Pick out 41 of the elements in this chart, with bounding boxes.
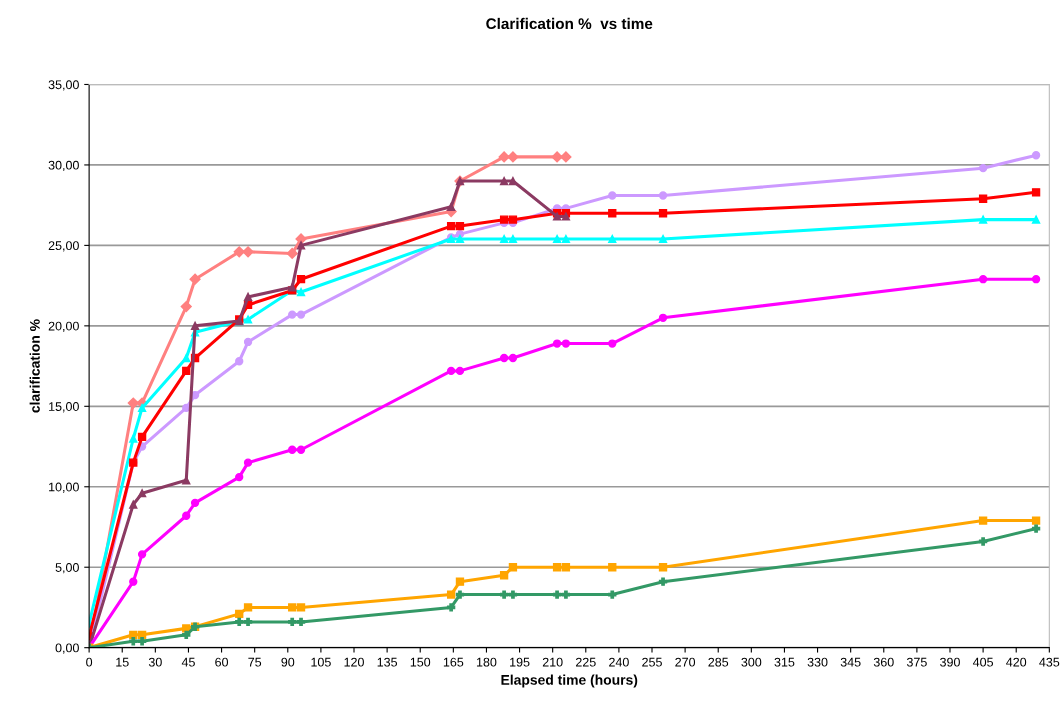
x-tick-label: 90: [281, 657, 295, 667]
x-tick-label: 135: [377, 657, 398, 667]
x-tick-label: 105: [311, 657, 331, 667]
y-tick-label: 25,00: [48, 241, 79, 252]
y-tick-label: 0,00: [55, 643, 79, 654]
x-tick-label: 165: [443, 657, 464, 667]
x-tick-label: 240: [609, 657, 629, 667]
x-tick-label: 180: [476, 657, 497, 667]
x-tick-label: 255: [642, 657, 662, 667]
x-tick-label: 375: [906, 657, 927, 667]
x-tick-label: 150: [410, 657, 431, 667]
x-tick-label: 420: [1006, 657, 1027, 667]
y-tick-label: 10,00: [49, 482, 79, 493]
x-tick-label: 390: [940, 657, 960, 667]
x-tick-label: 225: [575, 657, 596, 667]
x-tick-label: 30: [148, 657, 162, 667]
x-tick-label: 360: [873, 657, 894, 667]
y-tick-label: 30,00: [48, 160, 79, 172]
x-tick-label: 0: [86, 657, 93, 667]
x-tick-label: 45: [181, 657, 195, 667]
chart-title: Clarification % vs time: [486, 17, 653, 30]
x-tick-label: 315: [774, 657, 795, 667]
x-tick-label: 120: [344, 657, 364, 667]
x-tick-label: 345: [840, 657, 861, 667]
x-tick-label: 15: [116, 657, 129, 667]
x-tick-label: 75: [248, 657, 262, 667]
x-tick-label: 405: [972, 657, 994, 667]
y-tick-label: 15,00: [49, 402, 79, 413]
x-tick-label: 195: [510, 657, 530, 667]
x-tick-label: 435: [1039, 657, 1060, 667]
x-tick-label: 210: [542, 657, 563, 667]
x-tick-label: 285: [708, 657, 729, 667]
x-axis-title: Elapsed time (hours): [501, 674, 638, 688]
x-tick-label: 300: [741, 657, 762, 667]
y-tick-label: 35,00: [48, 80, 79, 91]
y-tick-label: 5,00: [55, 563, 79, 574]
x-tick-label: 330: [807, 657, 828, 667]
y-tick-label: 20,00: [48, 321, 79, 332]
y-axis-title: clarification %: [29, 319, 40, 413]
x-tick-label: 270: [675, 657, 696, 667]
x-tick-label: 60: [215, 657, 229, 667]
